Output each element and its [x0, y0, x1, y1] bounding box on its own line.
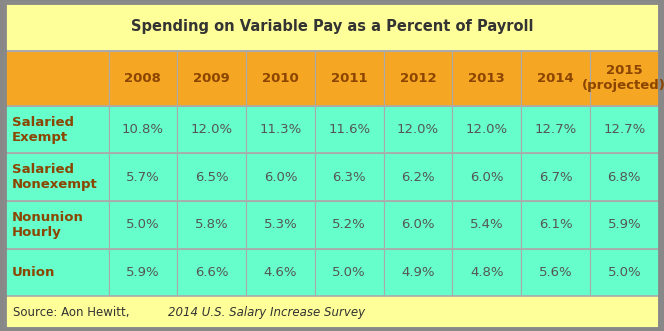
Text: 5.0%: 5.0% [126, 218, 160, 231]
Text: Nonunion
Hourly: Nonunion Hourly [11, 211, 84, 239]
Bar [177, 153, 246, 201]
Bar [452, 201, 521, 249]
Bar [590, 153, 659, 201]
Bar [521, 51, 590, 106]
Text: 5.2%: 5.2% [333, 218, 366, 231]
Text: 2013: 2013 [468, 72, 505, 85]
Text: 12.0%: 12.0% [397, 123, 439, 136]
Bar [108, 153, 177, 201]
Bar [5, 51, 108, 106]
Text: 5.3%: 5.3% [264, 218, 297, 231]
Bar [177, 106, 246, 153]
Text: 5.4%: 5.4% [470, 218, 503, 231]
Bar [5, 249, 108, 296]
Bar [384, 201, 452, 249]
Bar [5, 106, 659, 153]
Text: 6.6%: 6.6% [195, 266, 228, 279]
Bar [590, 249, 659, 296]
Text: 5.0%: 5.0% [608, 266, 641, 279]
Text: 6.7%: 6.7% [539, 171, 572, 184]
Bar [246, 249, 315, 296]
Text: 2008: 2008 [124, 72, 161, 85]
Text: 2010: 2010 [262, 72, 299, 85]
Text: 2015
(projected): 2015 (projected) [582, 64, 664, 92]
Bar [5, 249, 659, 296]
Text: 11.6%: 11.6% [328, 123, 371, 136]
Text: 4.8%: 4.8% [470, 266, 503, 279]
Bar [108, 249, 177, 296]
Text: 4.9%: 4.9% [401, 266, 435, 279]
Text: 6.8%: 6.8% [608, 171, 641, 184]
Text: Salaried
Exempt: Salaried Exempt [11, 116, 74, 144]
Bar [315, 51, 384, 106]
Text: Spending on Variable Pay as a Percent of Payroll: Spending on Variable Pay as a Percent of… [131, 19, 533, 34]
Bar [5, 3, 659, 51]
Bar [452, 51, 521, 106]
Bar [521, 249, 590, 296]
Text: 2014 U.S. Salary Increase Survey: 2014 U.S. Salary Increase Survey [169, 306, 366, 319]
Bar [384, 249, 452, 296]
Bar [384, 106, 452, 153]
Bar [108, 106, 177, 153]
Bar [315, 249, 384, 296]
Text: 6.0%: 6.0% [470, 171, 503, 184]
Bar [315, 201, 384, 249]
Bar [315, 106, 384, 153]
Text: Salaried
Nonexempt: Salaried Nonexempt [11, 163, 97, 191]
Bar [246, 51, 315, 106]
Bar [177, 201, 246, 249]
Bar [384, 153, 452, 201]
Bar [521, 201, 590, 249]
Bar [452, 153, 521, 201]
Bar [246, 153, 315, 201]
Bar [5, 201, 108, 249]
Text: 11.3%: 11.3% [260, 123, 301, 136]
Text: 6.5%: 6.5% [195, 171, 228, 184]
Bar [521, 106, 590, 153]
Text: 12.7%: 12.7% [535, 123, 576, 136]
Text: 5.6%: 5.6% [539, 266, 572, 279]
Bar [108, 51, 177, 106]
Text: 2012: 2012 [400, 72, 436, 85]
Bar [521, 153, 590, 201]
Bar [590, 201, 659, 249]
Bar [5, 201, 659, 249]
Bar [5, 106, 108, 153]
Bar [5, 296, 659, 328]
Text: 4.6%: 4.6% [264, 266, 297, 279]
Text: 2011: 2011 [331, 72, 368, 85]
Bar [384, 51, 452, 106]
Text: 5.8%: 5.8% [195, 218, 228, 231]
Text: 6.1%: 6.1% [539, 218, 572, 231]
Bar [177, 51, 246, 106]
Bar [108, 201, 177, 249]
Text: 12.0%: 12.0% [465, 123, 508, 136]
Text: 5.0%: 5.0% [333, 266, 366, 279]
Text: Union: Union [11, 266, 55, 279]
Text: 12.7%: 12.7% [603, 123, 645, 136]
Text: 6.3%: 6.3% [333, 171, 366, 184]
Bar [5, 153, 108, 201]
Text: 5.9%: 5.9% [126, 266, 160, 279]
Bar [452, 106, 521, 153]
Text: 2009: 2009 [193, 72, 230, 85]
Bar [590, 106, 659, 153]
Text: 5.9%: 5.9% [608, 218, 641, 231]
Text: 6.0%: 6.0% [264, 171, 297, 184]
Text: Source: Aon Hewitt,: Source: Aon Hewitt, [13, 306, 133, 319]
Text: 10.8%: 10.8% [122, 123, 164, 136]
Bar [452, 249, 521, 296]
Bar [5, 51, 659, 106]
Bar [246, 106, 315, 153]
Text: 12.0%: 12.0% [191, 123, 233, 136]
Bar [590, 51, 659, 106]
Bar [5, 153, 659, 201]
Bar [246, 201, 315, 249]
Text: 6.0%: 6.0% [401, 218, 435, 231]
Text: 5.7%: 5.7% [126, 171, 160, 184]
Bar [315, 153, 384, 201]
Text: 6.2%: 6.2% [401, 171, 435, 184]
Text: 2014: 2014 [537, 72, 574, 85]
Bar [177, 249, 246, 296]
